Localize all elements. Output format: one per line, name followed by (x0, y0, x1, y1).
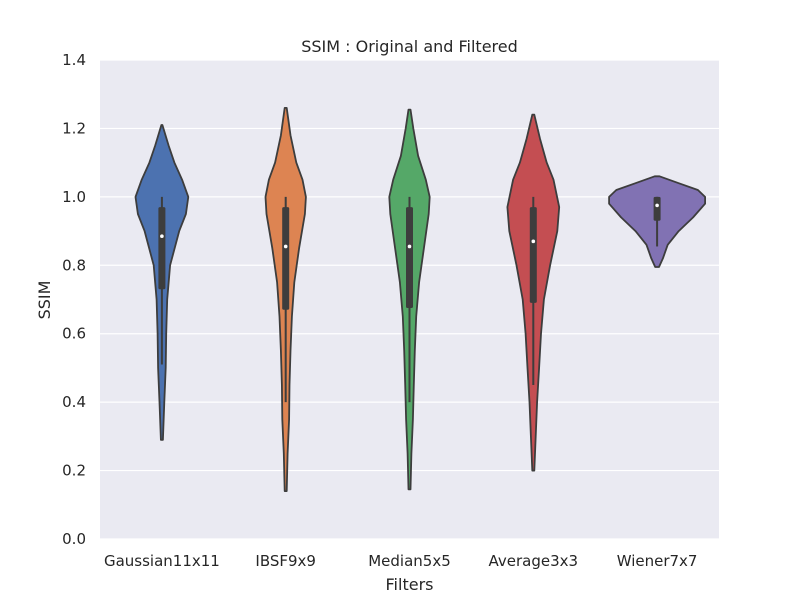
x-tick-label: Median5x5 (368, 552, 451, 570)
x-axis-label: Filters (386, 575, 434, 594)
y-tick-label: 0.6 (62, 325, 86, 343)
violin-median-point (407, 244, 412, 249)
x-tick-label: Gaussian11x11 (104, 552, 220, 570)
x-tick-label: IBSF9x9 (255, 552, 316, 570)
violin-median-point (160, 234, 164, 239)
violin-median-point (531, 239, 536, 244)
y-tick-labels: 0.0 0.2 0.4 0.6 0.8 1.0 1.2 1.4 (62, 51, 86, 548)
violin-median-point (283, 244, 288, 249)
y-tick-label: 0.4 (62, 393, 86, 411)
y-tick-label: 0.0 (62, 530, 86, 548)
violins (134, 107, 706, 492)
violin-iqr-box (406, 207, 413, 309)
violin-iqr-box (653, 196, 661, 221)
y-tick-label: 1.4 (62, 51, 86, 69)
y-tick-label: 0.2 (62, 462, 86, 480)
y-tick-label: 1.0 (62, 188, 86, 206)
violin-iqr-box (158, 207, 166, 290)
x-tick-label: Average3x3 (489, 552, 579, 570)
violin-median-point (655, 203, 659, 208)
chart-title: SSIM : Original and Filtered (301, 37, 518, 56)
violin-iqr-box (282, 207, 290, 310)
y-tick-label: 0.8 (62, 256, 86, 274)
x-tick-labels: Gaussian11x11 IBSF9x9 Median5x5 Average3x3 W… (104, 552, 698, 570)
x-tick-label: Wiener7x7 (617, 552, 698, 570)
violin-iqr-box (529, 207, 537, 303)
y-tick-label: 1.2 (62, 119, 86, 137)
y-axis-label: SSIM (35, 281, 54, 320)
